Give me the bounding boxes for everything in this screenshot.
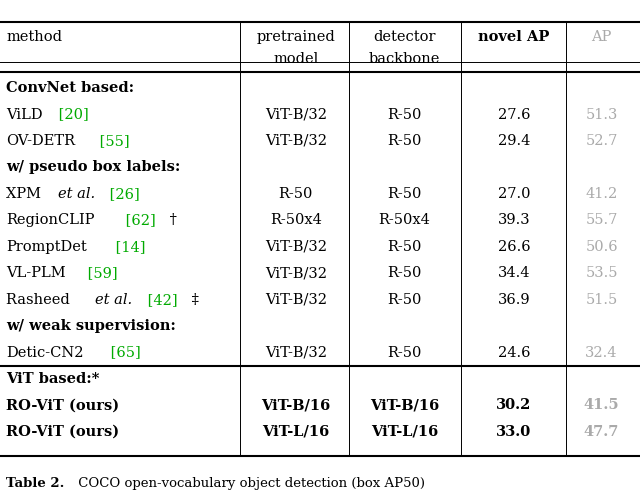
Text: COCO open-vocabulary object detection (box AP50): COCO open-vocabulary object detection (b… <box>74 477 424 490</box>
Text: 52.7: 52.7 <box>586 134 618 148</box>
Text: ViT-B/32: ViT-B/32 <box>265 240 326 254</box>
Text: pretrained: pretrained <box>256 30 335 44</box>
Text: 51.5: 51.5 <box>586 293 618 307</box>
Text: 41.5: 41.5 <box>584 398 620 412</box>
Text: Table 2.: Table 2. <box>6 477 65 490</box>
Text: [55]: [55] <box>95 134 130 148</box>
Text: et al.: et al. <box>95 293 132 307</box>
Text: ViT-B/32: ViT-B/32 <box>265 346 326 360</box>
Text: 36.9: 36.9 <box>498 293 530 307</box>
Text: ViT based:*: ViT based:* <box>6 372 100 386</box>
Text: [65]: [65] <box>106 346 141 360</box>
Text: R-50: R-50 <box>278 187 313 201</box>
Text: RegionCLIP: RegionCLIP <box>6 213 95 227</box>
Text: model: model <box>273 52 318 66</box>
Text: ViT-B/32: ViT-B/32 <box>265 293 326 307</box>
Text: backbone: backbone <box>369 52 440 66</box>
Text: OV-DETR: OV-DETR <box>6 134 76 148</box>
Text: AP: AP <box>591 30 612 44</box>
Text: XPM: XPM <box>6 187 46 201</box>
Text: RO-ViT (ours): RO-ViT (ours) <box>6 398 120 412</box>
Text: ViT-B/16: ViT-B/16 <box>370 398 439 412</box>
Text: ViT-B/16: ViT-B/16 <box>261 398 330 412</box>
Text: 30.2: 30.2 <box>496 398 532 412</box>
Text: R-50: R-50 <box>387 108 422 122</box>
Text: [59]: [59] <box>83 266 118 280</box>
Text: ViT-B/32: ViT-B/32 <box>265 134 326 148</box>
Text: [62]: [62] <box>120 213 156 227</box>
Text: [42]: [42] <box>143 293 177 307</box>
Text: [14]: [14] <box>111 240 145 254</box>
Text: Rasheed: Rasheed <box>6 293 75 307</box>
Text: ViT-L/16: ViT-L/16 <box>371 425 438 439</box>
Text: et al.: et al. <box>58 187 95 201</box>
Text: PromptDet: PromptDet <box>6 240 87 254</box>
Text: 41.2: 41.2 <box>586 187 618 201</box>
Text: R-50: R-50 <box>387 346 422 360</box>
Text: ViT-B/32: ViT-B/32 <box>265 266 326 280</box>
Text: method: method <box>6 30 63 44</box>
Text: ViLD: ViLD <box>6 108 43 122</box>
Text: R-50x4: R-50x4 <box>269 213 322 227</box>
Text: 29.4: 29.4 <box>498 134 530 148</box>
Text: 33.0: 33.0 <box>496 425 532 439</box>
Text: 50.6: 50.6 <box>586 240 618 254</box>
Text: ‡: ‡ <box>188 293 199 307</box>
Text: detector: detector <box>373 30 436 44</box>
Text: VL-PLM: VL-PLM <box>6 266 66 280</box>
Text: ConvNet based:: ConvNet based: <box>6 81 134 95</box>
Text: 53.5: 53.5 <box>586 266 618 280</box>
Text: R-50: R-50 <box>387 293 422 307</box>
Text: †: † <box>165 213 177 227</box>
Text: w/ pseudo box labels:: w/ pseudo box labels: <box>6 160 180 174</box>
Text: Detic-CN2: Detic-CN2 <box>6 346 84 360</box>
Text: 26.6: 26.6 <box>498 240 530 254</box>
Text: 24.6: 24.6 <box>498 346 530 360</box>
Text: 51.3: 51.3 <box>586 108 618 122</box>
Text: RO-ViT (ours): RO-ViT (ours) <box>6 425 120 439</box>
Text: 39.3: 39.3 <box>498 213 530 227</box>
Text: w/ weak supervision:: w/ weak supervision: <box>6 319 176 333</box>
Text: 27.0: 27.0 <box>498 187 530 201</box>
Text: [26]: [26] <box>106 187 140 201</box>
Text: [20]: [20] <box>54 108 88 122</box>
Text: 34.4: 34.4 <box>498 266 530 280</box>
Text: R-50: R-50 <box>387 134 422 148</box>
Text: R-50: R-50 <box>387 187 422 201</box>
Text: novel AP: novel AP <box>478 30 550 44</box>
Text: R-50: R-50 <box>387 266 422 280</box>
Text: R-50: R-50 <box>387 240 422 254</box>
Text: ViT-B/32: ViT-B/32 <box>265 108 326 122</box>
Text: 27.6: 27.6 <box>498 108 530 122</box>
Text: R-50x4: R-50x4 <box>378 213 431 227</box>
Text: 47.7: 47.7 <box>584 425 620 439</box>
Text: ViT-L/16: ViT-L/16 <box>262 425 330 439</box>
Text: 55.7: 55.7 <box>586 213 618 227</box>
Text: 32.4: 32.4 <box>586 346 618 360</box>
